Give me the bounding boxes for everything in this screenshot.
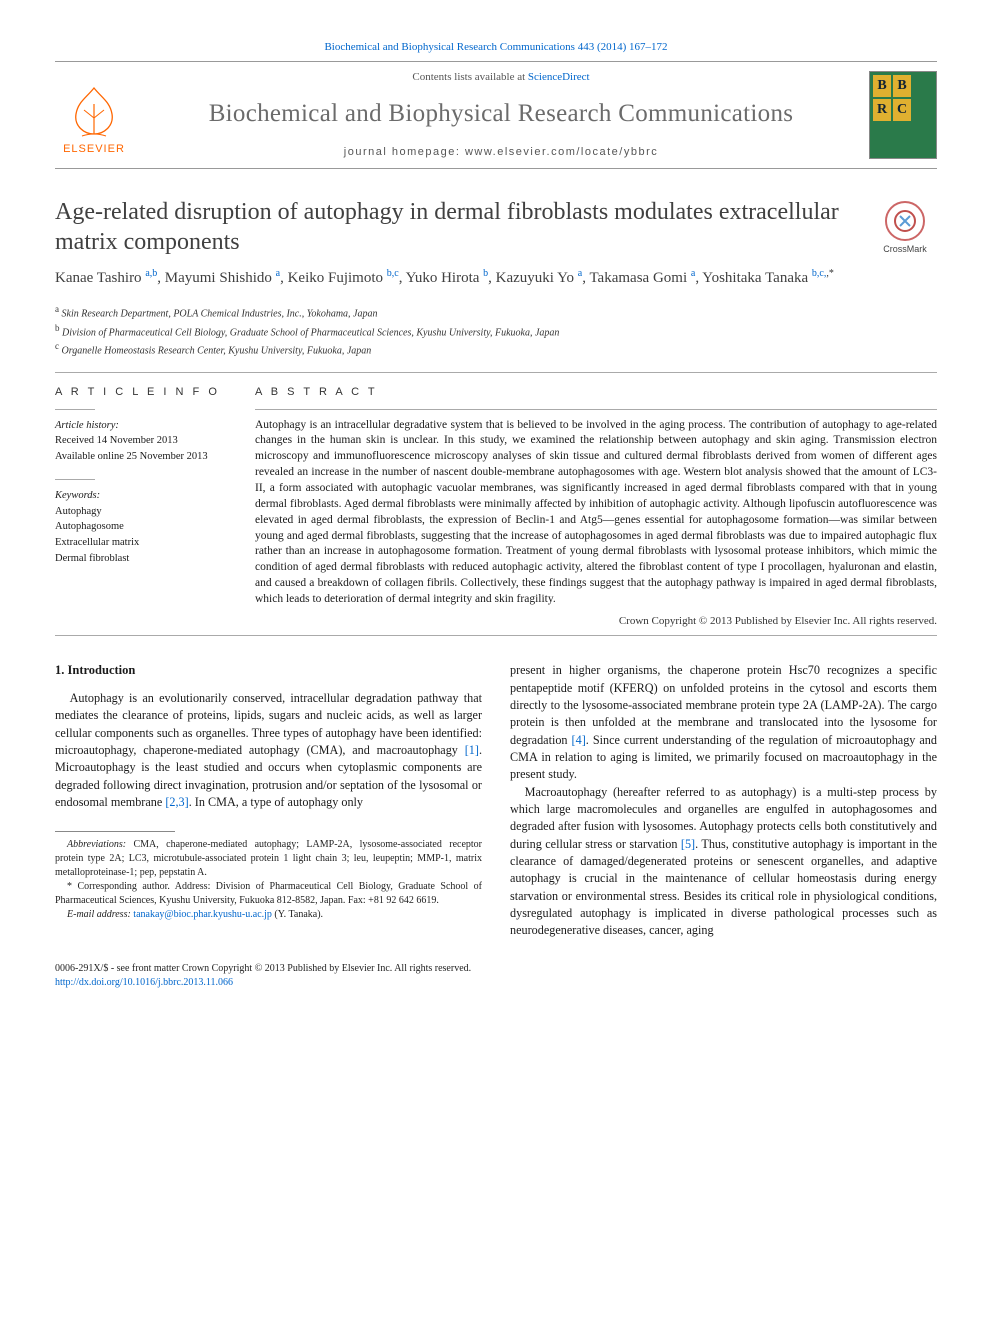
keyword: Extracellular matrix [55, 535, 231, 551]
citation-link[interactable]: Biochemical and Biophysical Research Com… [324, 41, 667, 53]
affiliation-b: Division of Pharmaceutical Cell Biology,… [62, 327, 559, 338]
sciencedirect-link[interactable]: ScienceDirect [528, 71, 590, 83]
footer-copyright: 0006-291X/$ - see front matter Crown Cop… [55, 962, 937, 976]
contents-lists-line: Contents lists available at ScienceDirec… [143, 70, 859, 85]
divider [55, 372, 937, 373]
article-info-heading: A R T I C L E I N F O [55, 385, 231, 400]
body-columns: 1. Introduction Autophagy is an evolutio… [55, 662, 937, 939]
running-head-citation: Biochemical and Biophysical Research Com… [55, 40, 937, 55]
corresponding-label: * Corresponding author. [67, 881, 170, 892]
journal-cover-thumb: B B R C [869, 71, 937, 159]
abstract-heading: A B S T R A C T [255, 385, 937, 400]
journal-name: Biochemical and Biophysical Research Com… [143, 96, 859, 131]
journal-banner: ELSEVIER Contents lists available at Sci… [55, 61, 937, 169]
affiliation-a: Skin Research Department, POLA Chemical … [62, 309, 378, 320]
journal-homepage: journal homepage: www.elsevier.com/locat… [143, 145, 859, 160]
body-paragraph: Autophagy is an evolutionarily conserved… [55, 690, 482, 811]
keywords-label: Keywords: [55, 488, 231, 504]
doi-link[interactable]: http://dx.doi.org/10.1016/j.bbrc.2013.11… [55, 977, 233, 988]
homepage-url[interactable]: www.elsevier.com/locate/ybbrc [465, 146, 658, 158]
article-title: Age-related disruption of autophagy in d… [55, 197, 861, 257]
affiliations: a Skin Research Department, POLA Chemica… [55, 303, 937, 358]
elsevier-logo: ELSEVIER [55, 73, 133, 157]
crossmark-icon [885, 201, 925, 241]
column-right: present in higher organisms, the chapero… [510, 662, 937, 939]
short-divider [55, 409, 95, 410]
keyword: Autophagy [55, 504, 231, 520]
received-date: Received 14 November 2013 [55, 433, 231, 449]
page-footer: 0006-291X/$ - see front matter Crown Cop… [55, 962, 937, 990]
article-info: A R T I C L E I N F O Article history: R… [55, 385, 255, 629]
divider [55, 635, 937, 636]
online-date: Available online 25 November 2013 [55, 449, 231, 465]
affiliation-c: Organelle Homeostasis Research Center, K… [62, 345, 372, 356]
body-paragraph: present in higher organisms, the chapero… [510, 662, 937, 783]
abstract-text: Autophagy is an intracellular degradativ… [255, 418, 937, 608]
crossmark-badge[interactable]: CrossMark [873, 201, 937, 256]
abstract-copyright: Crown Copyright © 2013 Published by Else… [255, 614, 937, 629]
history-label: Article history: [55, 418, 231, 434]
footnote-rule [55, 831, 175, 832]
elsevier-tree-icon [64, 84, 124, 140]
keyword: Dermal fibroblast [55, 551, 231, 567]
column-left: 1. Introduction Autophagy is an evolutio… [55, 662, 482, 939]
keyword: Autophagosome [55, 519, 231, 535]
email-who: (Y. Tanaka). [272, 909, 323, 920]
short-divider [255, 409, 937, 410]
abstract: A B S T R A C T Autophagy is an intracel… [255, 385, 937, 629]
abbrev-label: Abbreviations: [67, 839, 126, 850]
cover-letter: B [873, 75, 891, 97]
email-link[interactable]: tanakay@bioc.phar.kyushu-u.ac.jp [133, 909, 272, 920]
email-label: E-mail address: [67, 909, 131, 920]
crossmark-label: CrossMark [883, 243, 927, 256]
cover-letter: C [893, 99, 911, 121]
short-divider [55, 479, 95, 480]
author-list: Kanae Tashiro a,b, Mayumi Shishido a, Ke… [55, 267, 937, 289]
footnotes: Abbreviations: CMA, chaperone-mediated a… [55, 831, 482, 922]
elsevier-wordmark: ELSEVIER [63, 142, 125, 157]
body-paragraph: Macroautophagy (hereafter referred to as… [510, 784, 937, 940]
cover-letter: R [873, 99, 891, 121]
cover-letter: B [893, 75, 911, 97]
section-heading: 1. Introduction [55, 662, 482, 680]
